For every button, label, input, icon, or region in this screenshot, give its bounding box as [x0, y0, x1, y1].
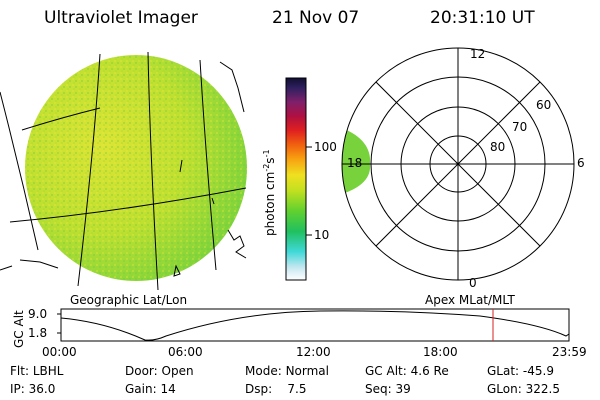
mlt-label-0: 0: [469, 276, 477, 290]
polar-image-wedge: [342, 128, 371, 194]
info-door: Door: Open: [125, 364, 194, 378]
coastlines: [0, 61, 247, 277]
info-gc-alt: GC Alt: 4.6 Re: [365, 364, 449, 378]
time-tick-1800: 18:00: [423, 345, 458, 359]
earth-disk-image: [25, 55, 247, 281]
time-tick-0000: 00:00: [42, 345, 77, 359]
lat-label-80: 80: [490, 140, 506, 154]
time-tick-0600: 06:00: [168, 345, 203, 359]
lat-label-60: 60: [536, 98, 552, 112]
altitude-ytick-min: 1.8: [28, 326, 48, 340]
altitude-ytick-max: 9.0: [28, 307, 48, 321]
polar-diagonal-2: [375, 81, 541, 247]
altitude-y-ticks: [57, 313, 61, 334]
date-label: 21 Nov 07: [272, 8, 360, 28]
mlt-label-18: 18: [347, 156, 363, 170]
info-glat: GLat: -45.9: [487, 364, 554, 378]
colorbar-unit-label: photon cm-2s-1: [262, 149, 277, 236]
geographic-panel-label: Geographic Lat/Lon: [70, 293, 188, 307]
colorbar-ticks: [306, 146, 312, 236]
geo-grid: [0, 51, 247, 291]
info-seq: Seq: 39: [365, 382, 411, 396]
colorbar-tick-10: 10: [314, 228, 330, 242]
info-mode: Mode: Normal: [245, 364, 329, 378]
mlt-label-12: 12: [470, 47, 486, 61]
info-filter: Flt: LBHL: [10, 364, 64, 378]
altitude-plot: [57, 308, 570, 342]
colorbar: [285, 77, 307, 281]
info-gain: Gain: 14: [125, 382, 176, 396]
apex-panel-label: Apex MLat/MLT: [425, 293, 515, 307]
polar-plot: [341, 47, 575, 281]
altitude-ylabel: GC Alt: [12, 310, 26, 348]
info-ip: IP: 36.0: [10, 382, 56, 396]
altitude-frame: [60, 308, 570, 342]
info-dsp: Dsp: 7.5: [245, 382, 307, 396]
info-glon: GLon: 322.5: [487, 382, 560, 396]
time-label: 20:31:10 UT: [430, 8, 535, 28]
instrument-title: Ultraviolet Imager: [44, 8, 198, 28]
time-tick-1200: 12:00: [296, 345, 331, 359]
colorbar-tick-100: 100: [314, 140, 337, 154]
mlt-label-6: 6: [577, 156, 585, 170]
lat-label-70: 70: [512, 120, 528, 134]
time-tick-2359: 23:59: [552, 345, 587, 359]
